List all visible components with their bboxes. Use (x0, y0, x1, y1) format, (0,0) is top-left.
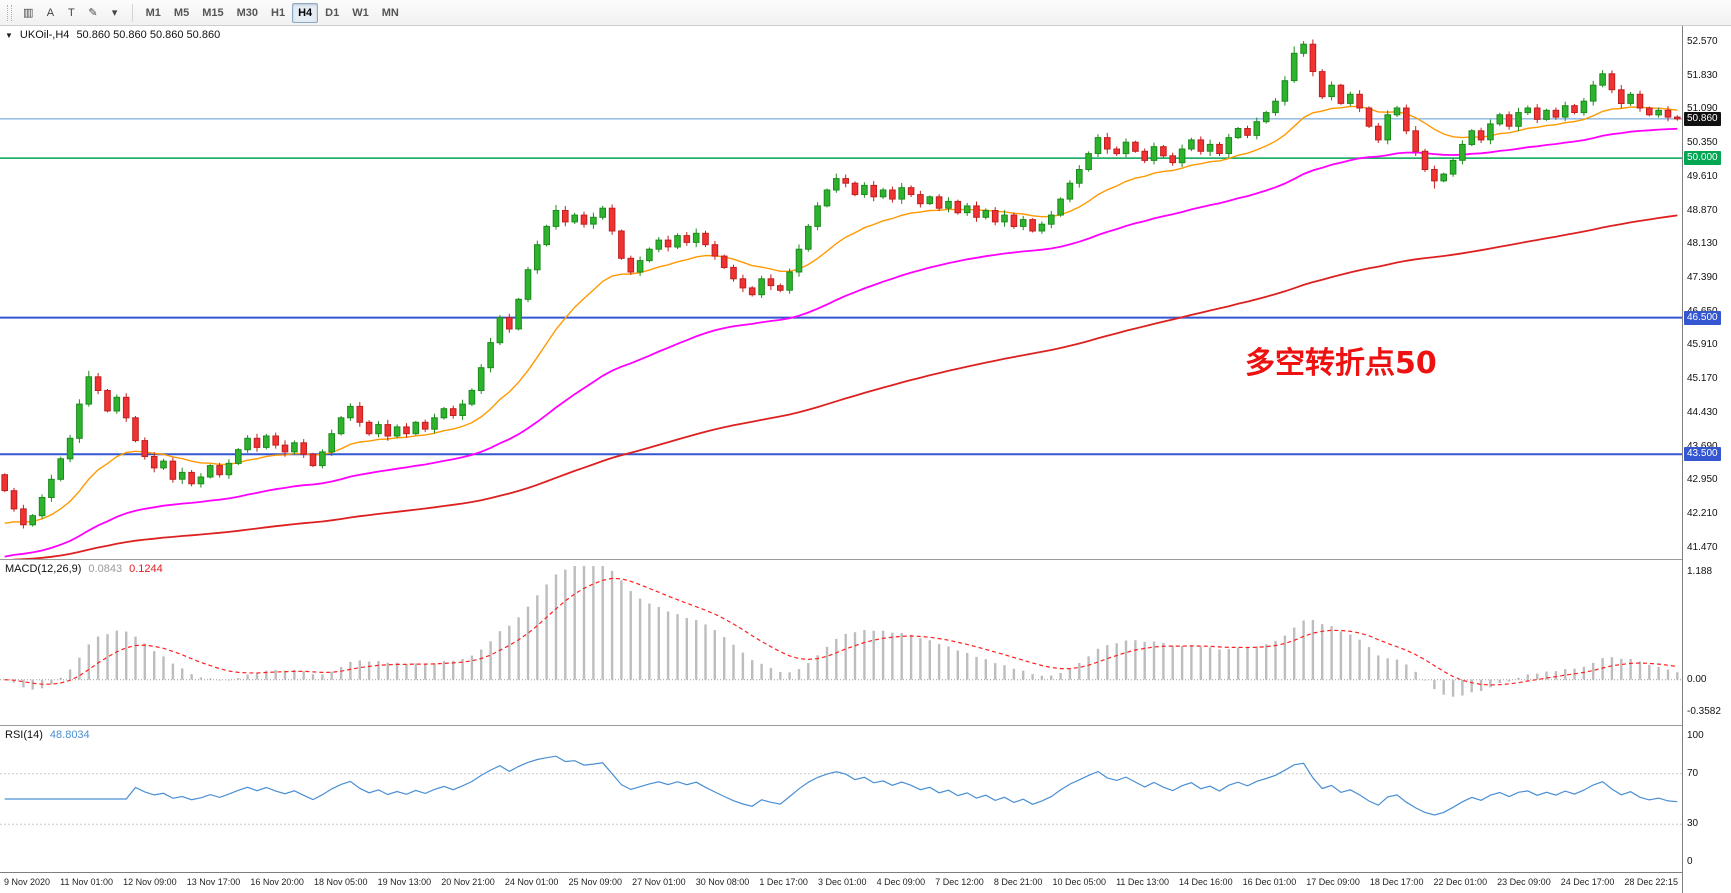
time-label: 23 Dec 09:00 (1497, 877, 1551, 887)
time-label: 24 Nov 01:00 (504, 877, 559, 887)
price-label: 48.870 (1687, 205, 1718, 216)
price-label: 45.910 (1687, 339, 1718, 350)
time-label: 11 Dec 13:00 (1116, 877, 1169, 887)
time-label: 25 Nov 09:00 (568, 877, 622, 887)
time-label: 16 Dec 01:00 (1242, 877, 1297, 887)
chart-plots: ▼ UKOil-,H4 50.860 50.860 50.860 50.860 … (0, 26, 1682, 893)
symbol-ohlc-quotes: 50.860 50.860 50.860 50.860 (76, 29, 221, 41)
rsi-axis-label: 70 (1687, 768, 1699, 779)
price-label: 42.950 (1687, 474, 1718, 485)
time-label: 3 Dec 01:00 (817, 877, 867, 887)
macd-chart[interactable] (0, 560, 1682, 725)
time-axis[interactable]: 9 Nov 2020 11 Nov 01:00 12 Nov 09:00 13 Nov… (0, 872, 1682, 893)
macd-header: MACD(12,26,9) 0.0843 0.1244 (5, 563, 163, 575)
time-label: 24 Dec 17:00 (1560, 877, 1615, 887)
time-label: 17 Dec 09:00 (1306, 877, 1360, 887)
tool-text-label[interactable]: T (68, 6, 75, 19)
time-label: 30 Nov 08:00 (695, 877, 750, 887)
rsi-label: RSI(14) (5, 729, 43, 741)
macd-label: MACD(12,26,9) (5, 563, 82, 575)
price-label: 42.210 (1687, 508, 1718, 519)
tool-tools-dropdown[interactable]: ▾ (111, 7, 118, 19)
chart-workspace: ▼ UKOil-,H4 50.860 50.860 50.860 50.860 … (0, 26, 1731, 893)
price-label: 41.470 (1687, 542, 1718, 553)
rsi-chart[interactable] (0, 726, 1682, 872)
timeframe-mn[interactable]: MN (381, 6, 399, 19)
timeframe-m30[interactable]: M30 (236, 6, 258, 19)
symbol-header: ▼ UKOil-,H4 50.860 50.860 50.860 50.860 (5, 29, 220, 41)
price-label: 48.130 (1687, 238, 1718, 249)
rsi-axis-label: 30 (1687, 818, 1699, 829)
toolbar: ▥ A T ✎ ▾ M1 M5 M15 M30 H1 H4 D1 W1 MN (0, 0, 1731, 26)
macd-value-signal: 0.1244 (129, 563, 163, 575)
time-label: 18 Nov 05:00 (313, 877, 368, 887)
rsi-panel[interactable]: RSI(14) 48.8034 (0, 725, 1682, 872)
price-label: 51.830 (1687, 70, 1718, 81)
price-label: 52.570 (1687, 36, 1718, 47)
price-axis[interactable]: 52.570 51.830 51.090 50.350 49.610 48.870 48.1… (1682, 26, 1731, 893)
time-label: 22 Dec 01:00 (1433, 877, 1488, 887)
macd-axis-label: 0.00 (1687, 674, 1707, 685)
time-label: 4 Dec 09:00 (876, 877, 926, 887)
time-label: 13 Nov 17:00 (186, 877, 241, 887)
timeframe-d1[interactable]: D1 (325, 6, 340, 19)
timeframe-m1[interactable]: M1 (145, 6, 161, 19)
time-label: 10 Dec 05:00 (1052, 877, 1106, 887)
time-label: 11 Nov 01:00 (60, 877, 113, 887)
timeframe-m15[interactable]: M15 (202, 6, 224, 19)
price-label: 43.690 (1687, 440, 1718, 453)
chart-annotation-text: 多空转折点50 (1245, 346, 1437, 381)
timeframe-h4[interactable]: H4 (292, 2, 319, 23)
rsi-axis-label: 100 (1687, 730, 1704, 741)
time-label: 12 Nov 09:00 (123, 877, 177, 887)
time-label: 27 Nov 01:00 (632, 877, 686, 887)
timeframe-w1[interactable]: W1 (352, 6, 369, 19)
time-label: 8 Dec 21:00 (993, 877, 1043, 887)
macd-axis-label: -0.3582 (1687, 706, 1721, 717)
time-label: 28 Dec 22:15 (1624, 877, 1678, 887)
rsi-value: 48.8034 (49, 729, 90, 741)
symbol-title: UKOil-,H4 (19, 29, 70, 41)
time-label: 16 Nov 20:00 (250, 877, 304, 887)
time-label: 20 Nov 21:00 (441, 877, 495, 887)
time-label: 1 Dec 17:00 (759, 877, 808, 887)
price-level-badge: 50.860 (1684, 112, 1721, 126)
price-label: 47.390 (1687, 272, 1718, 283)
main-chart-panel[interactable]: ▼ UKOil-,H4 50.860 50.860 50.860 50.860 … (0, 26, 1682, 559)
price-label: 45.170 (1687, 373, 1718, 384)
time-label: 19 Nov 13:00 (377, 877, 432, 887)
toolbar-grip[interactable] (7, 4, 12, 21)
candlestick-chart[interactable] (0, 26, 1682, 559)
price-label: 51.090 (1687, 103, 1718, 114)
symbol-dropdown-icon[interactable]: ▼ (5, 30, 13, 40)
macd-value-main: 0.0843 (88, 563, 123, 575)
time-label: 18 Dec 17:00 (1369, 877, 1424, 887)
tool-cursor-arrow[interactable]: A (46, 6, 55, 19)
time-label: 14 Dec 16:00 (1179, 877, 1233, 887)
rsi-header: RSI(14) 48.8034 (5, 729, 90, 741)
time-label: 7 Dec 12:00 (935, 877, 984, 887)
timeframe-h1[interactable]: H1 (271, 6, 286, 19)
macd-axis-label: 1.188 (1687, 566, 1713, 577)
rsi-axis-label: 0 (1687, 856, 1693, 867)
price-label: 49.610 (1687, 171, 1718, 182)
time-label: 9 Nov 2020 (4, 877, 51, 887)
price-level-badge: 43.500 (1684, 447, 1721, 461)
tool-draw-tools[interactable]: ✎ (88, 7, 98, 19)
price-level-badge: 50.000 (1684, 151, 1721, 165)
macd-panel[interactable]: MACD(12,26,9) 0.0843 0.1244 (0, 559, 1682, 725)
price-label: 44.430 (1687, 407, 1718, 418)
tool-chart-grid[interactable]: ▥ (23, 7, 34, 19)
price-level-badge: 46.500 (1684, 311, 1721, 325)
toolbar-separator (131, 3, 133, 22)
price-label: 50.350 (1687, 137, 1718, 148)
timeframe-m5[interactable]: M5 (173, 6, 190, 19)
